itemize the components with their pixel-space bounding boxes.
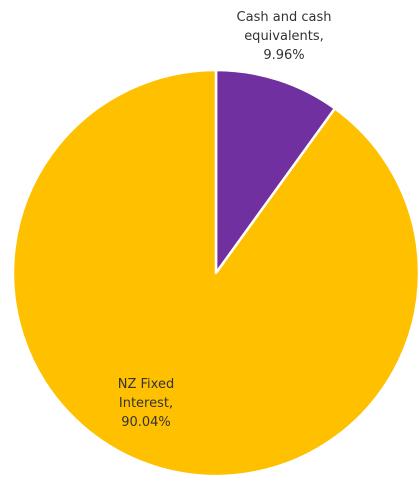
pie-labels: Cash and cash equivalents, 9.96% NZ Fixed In…: [118, 10, 332, 430]
pie-slice-1: [11, 68, 419, 478]
slice-label-line: equivalents,: [244, 29, 324, 44]
slice-label-line: 90.04%: [121, 415, 171, 430]
slice-label-line: 9.96%: [263, 48, 304, 63]
slice-label-1: NZ Fixed Interest, 90.04%: [118, 377, 174, 430]
slice-label-line: Cash and cash: [237, 10, 332, 25]
slice-label-line: NZ Fixed: [118, 377, 174, 392]
slice-label-line: Interest,: [119, 396, 173, 411]
pie-slices: [11, 68, 419, 478]
slice-label-0: Cash and cash equivalents, 9.96%: [237, 10, 332, 63]
pie-slice-0: [214, 68, 337, 275]
